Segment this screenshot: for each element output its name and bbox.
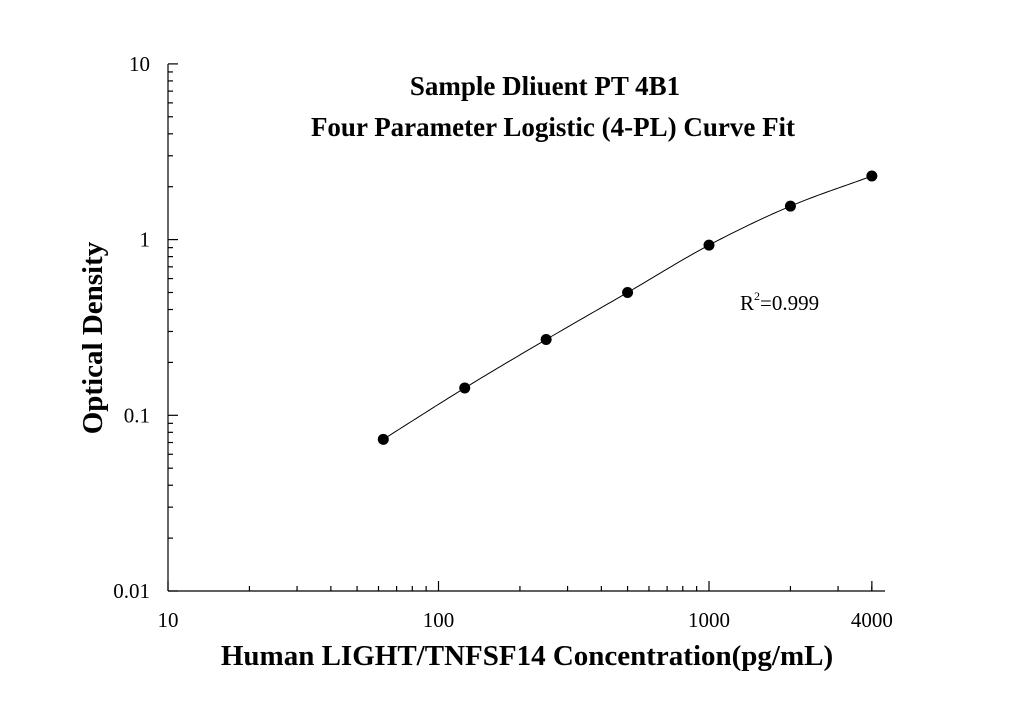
data-point xyxy=(459,382,471,394)
x-axis-label: Human LIGHT/TNFSF14 Concentration(pg/mL) xyxy=(221,640,833,672)
r-squared-annotation: R2=0.999 xyxy=(740,289,819,315)
data-point xyxy=(703,239,715,251)
y-tick-label: 1 xyxy=(140,228,151,252)
data-point xyxy=(540,334,552,346)
y-tick-label: 10 xyxy=(129,52,150,76)
data-point xyxy=(622,286,634,298)
r-squared-symbol: R xyxy=(740,291,754,315)
data-point xyxy=(784,200,796,212)
y-tick-label: 0.01 xyxy=(113,579,150,603)
x-tick-label: 1000 xyxy=(688,608,730,632)
y-axis-label: Optical Density xyxy=(77,241,109,434)
chart-title-line-1: Sample Dliuent PT 4B1 xyxy=(410,71,680,101)
data-point xyxy=(377,433,389,445)
data-point xyxy=(866,170,878,182)
tick-labels: 10 100 1000 4000 0.01 0.1 1 10 xyxy=(113,52,893,632)
ticks xyxy=(167,63,873,592)
x-tick-label: 10 xyxy=(158,608,179,632)
r-squared-superscript: 2 xyxy=(754,289,760,303)
axes xyxy=(167,64,885,592)
chart-title-line-2: Four Parameter Logistic (4-PL) Curve Fit xyxy=(311,112,795,142)
y-tick-label: 0.1 xyxy=(124,403,150,427)
x-tick-label: 100 xyxy=(423,608,455,632)
r-squared-value: =0.999 xyxy=(760,291,819,315)
x-tick-label: 4000 xyxy=(851,608,893,632)
data-points xyxy=(377,170,878,445)
